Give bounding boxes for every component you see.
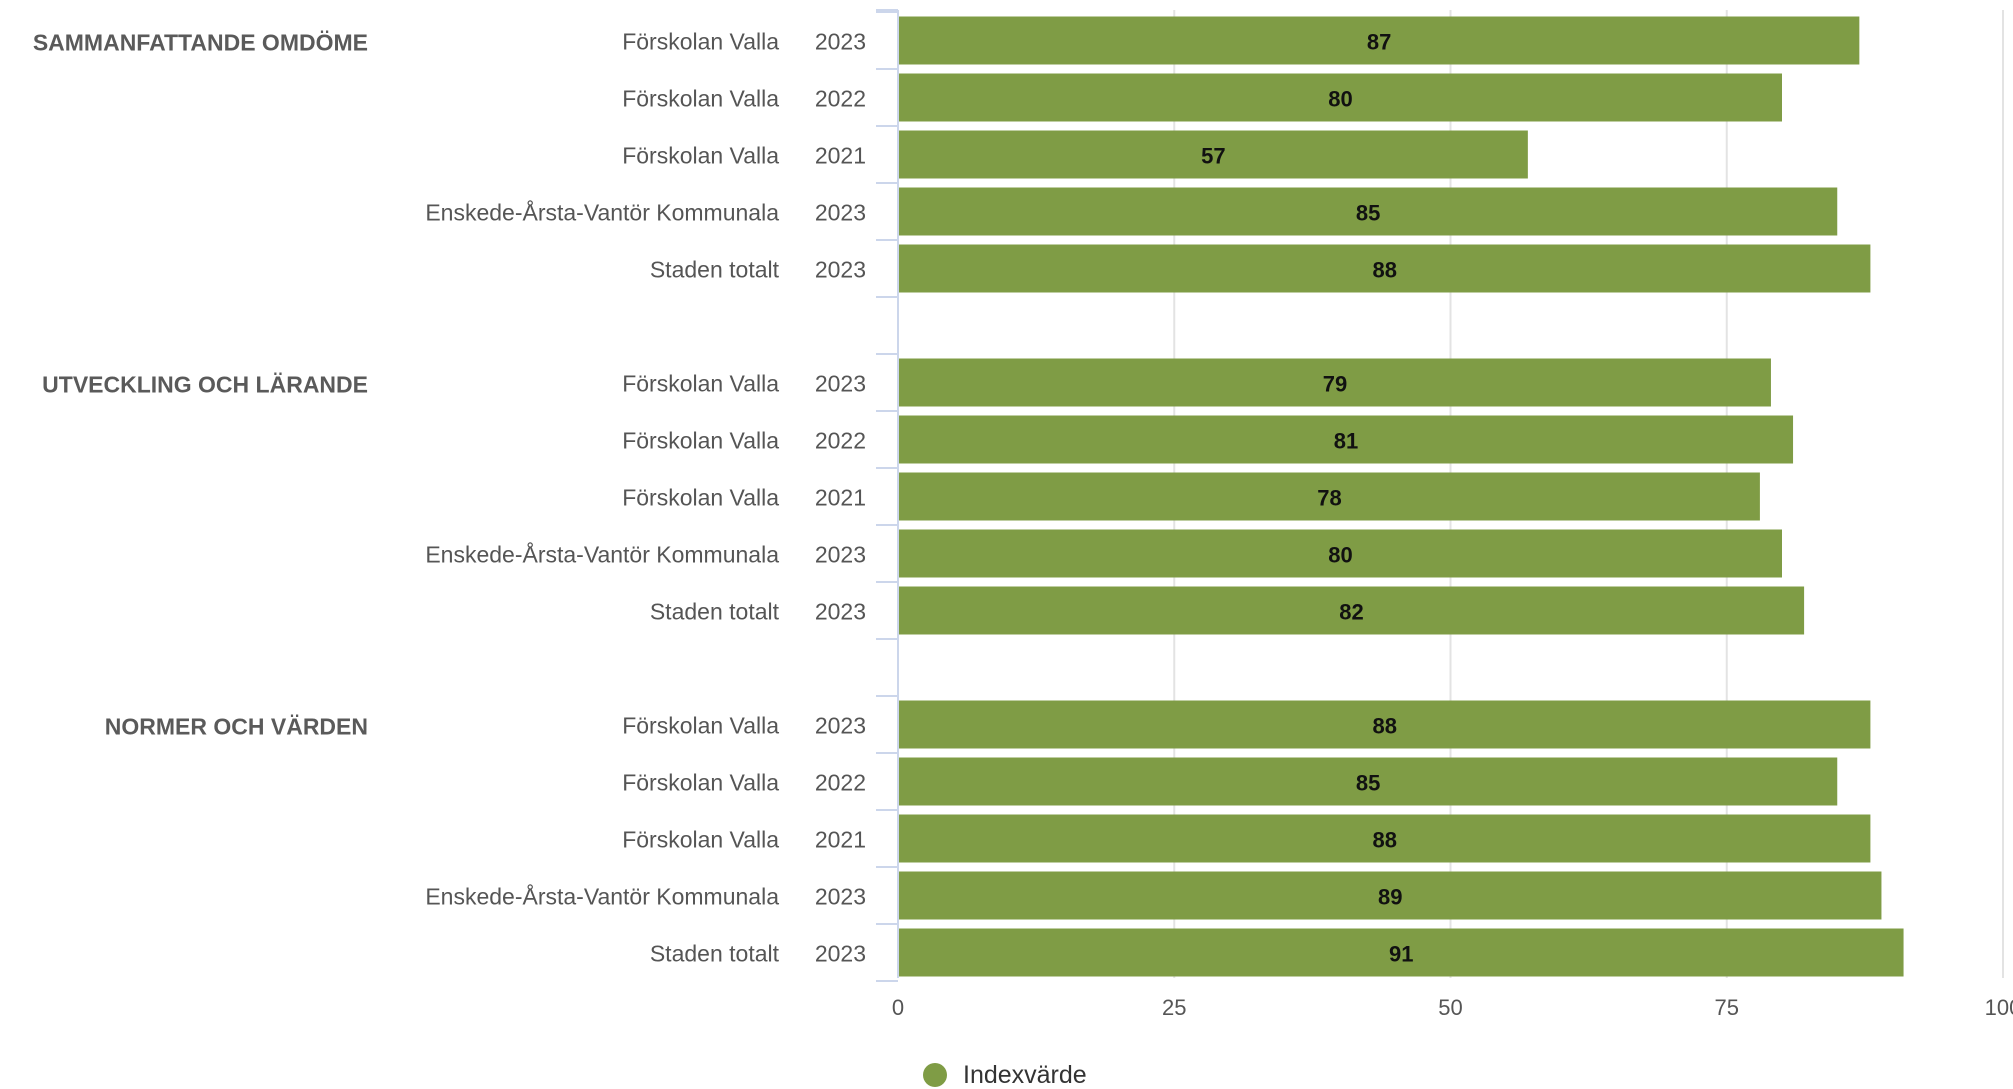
year-label: 2022 [815,428,866,454]
x-tick-label: 100 [1985,995,2013,1020]
unit-label: Enskede-Årsta-Vantör Kommunala [425,883,779,910]
unit-label: Förskolan Valla [622,143,779,169]
year-label: 2023 [815,884,866,910]
x-tick-label: 50 [1438,995,1462,1020]
year-label: 2023 [815,29,866,55]
bar[interactable] [899,586,1805,635]
unit-label: Enskede-Årsta-Vantör Kommunala [425,199,779,226]
unit-label: Förskolan Valla [622,713,779,739]
bar[interactable] [899,187,1838,236]
data-label: 89 [1378,885,1402,910]
unit-label: Staden totalt [650,257,780,283]
bar[interactable] [899,700,1871,749]
category-labels: 2023 Förskolan Valla 2022 Förskolan Valla 20… [33,29,866,967]
bar[interactable] [899,358,1771,407]
unit-label: Förskolan Valla [622,428,779,454]
data-label: 80 [1328,87,1352,112]
data-label: 88 [1372,714,1396,739]
unit-label: Enskede-Årsta-Vantör Kommunala [425,541,779,568]
data-label: 82 [1339,600,1363,625]
year-label: 2023 [815,713,866,739]
x-tick-label: 25 [1162,995,1186,1020]
bars: 87 80 57 85 88 79 81 78 80 82 88 85 88 89 91 [899,16,1904,977]
year-label: 2023 [815,542,866,568]
unit-label: Förskolan Valla [622,86,779,112]
legend[interactable]: Indexvärde [923,1061,1087,1089]
group-label: NORMER OCH VÄRDEN [105,714,368,740]
category-axis [876,9,899,982]
bar[interactable] [899,16,1860,65]
year-label: 2023 [815,371,866,397]
data-label: 87 [1367,30,1391,55]
year-label: 2022 [815,86,866,112]
bar[interactable] [899,130,1528,179]
legend-label[interactable]: Indexvärde [963,1061,1087,1089]
year-label: 2021 [815,143,866,169]
year-label: 2023 [815,200,866,226]
bar[interactable] [899,73,1782,122]
group-label: SAMMANFATTANDE OMDÖME [33,30,368,56]
unit-label: Staden totalt [650,941,780,967]
year-label: 2022 [815,770,866,796]
unit-label: Förskolan Valla [622,827,779,853]
unit-label: Förskolan Valla [622,770,779,796]
group-label: UTVECKLING OCH LÄRANDE [42,372,368,398]
data-label: 81 [1334,429,1358,454]
data-label: 91 [1389,942,1413,967]
bar[interactable] [899,415,1794,464]
x-axis-ticks: 0 25 50 75 100 [892,995,2013,1020]
legend-marker [923,1063,947,1087]
year-label: 2023 [815,599,866,625]
data-label: 78 [1317,486,1341,511]
unit-label: Förskolan Valla [622,371,779,397]
bar[interactable] [899,472,1760,521]
unit-label: Förskolan Valla [622,485,779,511]
bar[interactable] [899,871,1882,920]
data-label: 79 [1323,372,1347,397]
year-label: 2021 [815,485,866,511]
unit-label: Förskolan Valla [622,29,779,55]
bar[interactable] [899,244,1871,293]
data-label: 57 [1201,144,1225,169]
data-label: 88 [1372,258,1396,283]
bar[interactable] [899,529,1782,578]
data-label: 85 [1356,201,1380,226]
bar[interactable] [899,814,1871,863]
x-tick-label: 75 [1715,995,1739,1020]
data-label: 85 [1356,771,1380,796]
data-label: 80 [1328,543,1352,568]
year-label: 2023 [815,257,866,283]
bar[interactable] [899,757,1838,806]
data-label: 88 [1372,828,1396,853]
bar[interactable] [899,928,1904,977]
unit-label: Staden totalt [650,599,780,625]
year-label: 2021 [815,827,866,853]
year-label: 2023 [815,941,866,967]
x-tick-label: 0 [892,995,904,1020]
